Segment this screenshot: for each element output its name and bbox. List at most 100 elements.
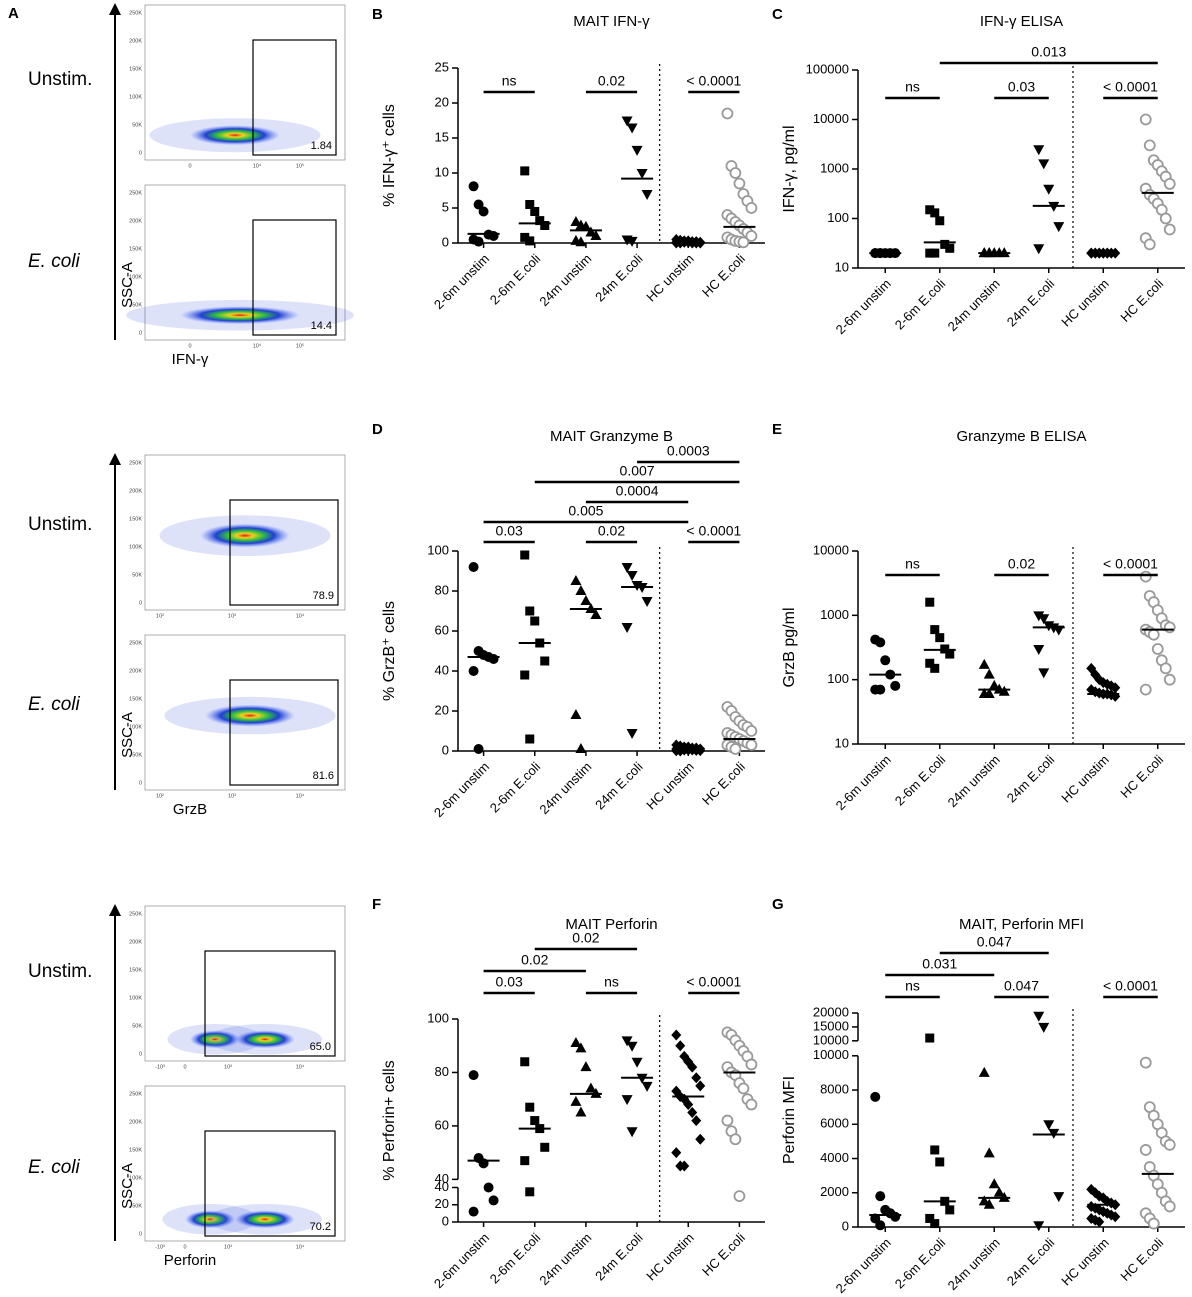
- point: [468, 1070, 479, 1081]
- x-tick-label: 24m unstim: [945, 752, 1003, 810]
- flow-x-tick: 10³: [228, 613, 236, 619]
- point: [535, 216, 545, 226]
- x-tick-label: HC unstim: [1058, 276, 1112, 330]
- comparison-label: 0.02: [1008, 556, 1035, 572]
- y-tick-label: 15: [435, 129, 449, 144]
- point: [488, 1195, 499, 1206]
- flow-x-tick: 10⁴: [253, 342, 262, 349]
- flow-x-tick: 10²: [156, 793, 164, 799]
- flow-y-tick: 250K: [129, 460, 142, 466]
- flow-x-tick: 10⁴: [296, 792, 305, 799]
- x-tick-label: 24m E.coli: [592, 251, 646, 305]
- y-axis-label: SSC-A: [119, 712, 136, 758]
- point: [721, 107, 734, 120]
- density-cloud: [205, 704, 295, 727]
- x-tick-label: 2-6m E.coli: [892, 276, 949, 333]
- point: [729, 743, 742, 755]
- point: [880, 655, 891, 666]
- flow-x-tick: 10³: [224, 1244, 232, 1250]
- flow-x-tick: 0: [183, 1064, 186, 1070]
- gate-value: 65.0: [310, 1041, 331, 1053]
- point: [691, 1072, 702, 1084]
- point: [641, 190, 653, 200]
- point: [695, 745, 706, 757]
- comparison-label: ns: [905, 978, 920, 994]
- x-tick-label: HC unstim: [643, 251, 697, 305]
- point: [1163, 1138, 1176, 1151]
- arrow-head: [109, 904, 121, 916]
- x-axis-label: Perforin: [164, 1252, 217, 1269]
- flow-x-tick: 0: [188, 343, 191, 349]
- flow-y-tick: 150K: [129, 246, 142, 252]
- flow-y-tick: 200K: [129, 668, 142, 674]
- point: [930, 208, 940, 218]
- density-cloud: [235, 1210, 295, 1229]
- point: [621, 623, 633, 633]
- point: [930, 248, 940, 258]
- flow-y-tick: 100K: [129, 274, 142, 280]
- arrow-head: [109, 3, 121, 15]
- x-tick-label: 2-6m E.coli: [487, 1230, 544, 1287]
- flow-y-tick: 250K: [129, 1091, 142, 1097]
- flow-y-tick: 200K: [129, 488, 142, 494]
- condition-label: Unstim.: [28, 69, 92, 90]
- point: [575, 1106, 587, 1117]
- y-tick-label: 100000: [806, 61, 849, 76]
- y-tick-label: 10000: [813, 1032, 849, 1047]
- flow-x-tick: 10³: [224, 1064, 232, 1070]
- point: [520, 1057, 530, 1067]
- point: [675, 1040, 686, 1052]
- comparison-label: 0.02: [598, 523, 625, 539]
- y-axis-label: % GrzB⁺ cells: [381, 601, 398, 701]
- point: [1139, 1056, 1152, 1069]
- point: [1033, 145, 1045, 156]
- point: [993, 1186, 1005, 1197]
- panel-letter: B: [372, 6, 383, 23]
- point: [729, 1133, 742, 1146]
- point: [585, 226, 597, 237]
- x-tick-label: HC E.coli: [699, 1230, 748, 1279]
- point: [1163, 621, 1176, 634]
- point: [520, 232, 530, 242]
- flow-x-tick: 10²: [156, 613, 164, 619]
- flow-x-tick: 10⁵: [296, 162, 304, 169]
- point: [570, 1037, 582, 1048]
- point: [478, 206, 489, 217]
- y-axis-label: % Perforin+ cells: [381, 1060, 398, 1181]
- comparison-label: 0.02: [572, 930, 599, 946]
- flow-y-tick: 200K: [129, 38, 142, 44]
- flow-y-tick: 0: [139, 1231, 142, 1237]
- point: [983, 687, 995, 698]
- y-tick-label: 10000: [813, 542, 849, 557]
- point: [1033, 1221, 1045, 1232]
- point: [1033, 611, 1045, 622]
- flow-y-tick: 50K: [132, 752, 142, 758]
- point: [695, 1080, 706, 1092]
- point: [530, 1116, 540, 1126]
- y-tick-label: 40: [435, 1179, 449, 1194]
- point: [468, 562, 479, 572]
- point: [978, 1066, 990, 1077]
- panel-letter: F: [372, 896, 381, 913]
- point: [570, 216, 582, 226]
- y-tick-label: 0: [442, 234, 449, 249]
- point: [626, 236, 638, 247]
- point: [945, 649, 955, 659]
- y-tick-label: 0: [842, 1218, 849, 1233]
- y-tick-label: 100: [827, 210, 849, 225]
- point: [945, 1205, 955, 1215]
- point: [737, 236, 750, 249]
- flow-x-tick: 10⁴: [296, 612, 305, 619]
- point: [935, 1157, 945, 1167]
- point: [520, 166, 530, 176]
- point: [641, 597, 653, 607]
- y-tick-label: 40: [435, 1171, 449, 1186]
- point: [473, 199, 484, 210]
- x-tick-label: HC unstim: [1058, 752, 1112, 806]
- point: [621, 1095, 633, 1106]
- point: [1163, 223, 1176, 236]
- point: [621, 563, 633, 573]
- point: [745, 230, 758, 242]
- point: [1033, 244, 1045, 255]
- point: [1033, 644, 1045, 655]
